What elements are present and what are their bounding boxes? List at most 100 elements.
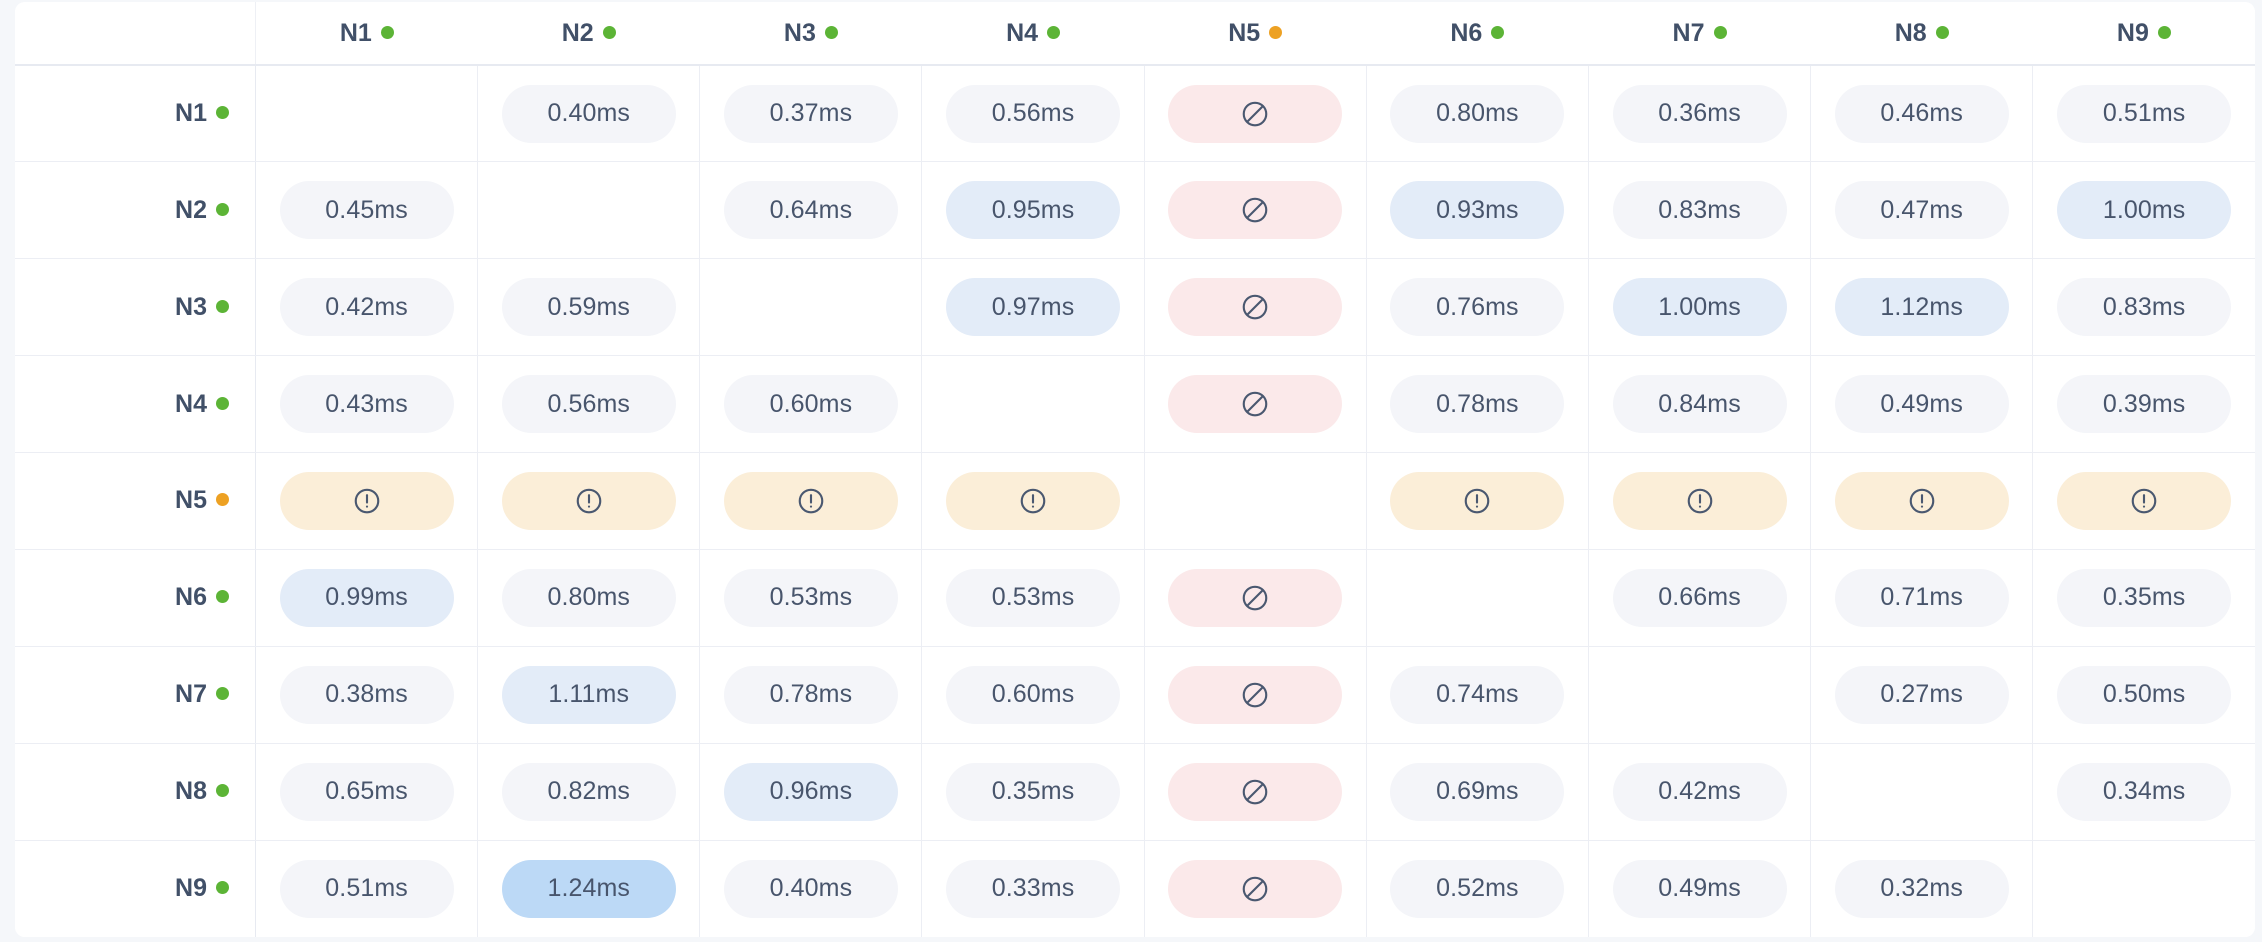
matrix-cell-degraded[interactable] xyxy=(699,452,923,550)
matrix-cell-latency[interactable]: 0.99ms xyxy=(255,549,479,647)
matrix-cell-blocked[interactable] xyxy=(1144,840,1367,937)
matrix-cell-latency[interactable]: 0.84ms xyxy=(1588,355,1812,453)
matrix-cell-latency[interactable]: 0.52ms xyxy=(1366,840,1589,937)
matrix-cell-degraded[interactable] xyxy=(921,452,1145,550)
matrix-cell-latency[interactable]: 0.46ms xyxy=(1810,65,2034,163)
matrix-cell-degraded[interactable] xyxy=(1588,452,1812,550)
matrix-cell-blocked[interactable] xyxy=(1144,355,1367,453)
column-header-n1[interactable]: N1 xyxy=(255,2,478,66)
status-dot-icon xyxy=(380,25,394,39)
row-header-n7[interactable]: N7 xyxy=(15,646,256,744)
column-header-n7[interactable]: N7 xyxy=(1588,2,1811,66)
row-header-n8[interactable]: N8 xyxy=(15,743,256,841)
matrix-cell-latency[interactable]: 0.83ms xyxy=(1588,161,1812,260)
matrix-cell-latency[interactable]: 0.64ms xyxy=(699,161,923,260)
matrix-cell-latency[interactable]: 0.37ms xyxy=(699,65,923,163)
matrix-cell-latency[interactable]: 0.53ms xyxy=(921,549,1145,647)
matrix-cell-latency[interactable]: 0.40ms xyxy=(477,65,701,163)
matrix-cell-latency[interactable]: 0.35ms xyxy=(921,743,1145,841)
matrix-cell-latency[interactable]: 0.71ms xyxy=(1810,549,2034,647)
matrix-cell-degraded[interactable] xyxy=(255,452,479,550)
matrix-cell-latency[interactable]: 0.32ms xyxy=(1810,840,2034,937)
matrix-cell-latency[interactable]: 0.33ms xyxy=(921,840,1145,937)
matrix-cell-latency[interactable]: 1.00ms xyxy=(1588,258,1812,357)
matrix-cell-latency[interactable]: 0.60ms xyxy=(699,355,923,453)
matrix-cell-latency[interactable]: 0.36ms xyxy=(1588,65,1812,163)
matrix-cell-latency[interactable]: 0.66ms xyxy=(1588,549,1812,647)
matrix-cell-latency[interactable]: 0.49ms xyxy=(1810,355,2034,453)
latency-pill: 0.35ms xyxy=(946,762,1121,821)
matrix-cell-latency[interactable]: 1.24ms xyxy=(477,840,701,937)
matrix-cell-blocked[interactable] xyxy=(1144,743,1367,841)
matrix-cell-latency[interactable]: 0.56ms xyxy=(921,65,1145,163)
row-header-n6[interactable]: N6 xyxy=(15,549,256,647)
matrix-cell-latency[interactable]: 0.97ms xyxy=(921,258,1145,357)
latency-pill: 0.36ms xyxy=(1612,84,1787,143)
matrix-cell-degraded[interactable] xyxy=(477,452,701,550)
matrix-cell-latency[interactable]: 0.35ms xyxy=(2032,549,2255,647)
matrix-cell-latency[interactable]: 0.82ms xyxy=(477,743,701,841)
matrix-cell-latency[interactable]: 1.00ms xyxy=(2032,161,2255,260)
matrix-cell-degraded[interactable] xyxy=(1810,452,2034,550)
matrix-cell-latency[interactable]: 1.11ms xyxy=(477,646,701,744)
row-header-label: N2 xyxy=(175,195,207,224)
matrix-cell-latency[interactable]: 0.45ms xyxy=(255,161,479,260)
column-header-n9[interactable]: N9 xyxy=(2032,2,2255,66)
matrix-cell-latency[interactable]: 0.51ms xyxy=(255,840,479,937)
matrix-cell-latency[interactable]: 0.47ms xyxy=(1810,161,2034,260)
row-header-n3[interactable]: N3 xyxy=(15,258,256,357)
matrix-cell-blocked[interactable] xyxy=(1144,258,1367,357)
matrix-cell-blocked[interactable] xyxy=(1144,646,1367,744)
matrix-cell-latency[interactable]: 0.51ms xyxy=(2032,65,2255,163)
matrix-cell-blocked[interactable] xyxy=(1144,65,1367,163)
matrix-cell-latency[interactable]: 0.80ms xyxy=(477,549,701,647)
matrix-cell-latency[interactable]: 0.56ms xyxy=(477,355,701,453)
matrix-cell-latency[interactable]: 0.39ms xyxy=(2032,355,2255,453)
matrix-cell-latency[interactable]: 0.43ms xyxy=(255,355,479,453)
matrix-cell-latency[interactable]: 0.53ms xyxy=(699,549,923,647)
column-header-n5[interactable]: N5 xyxy=(1144,2,1367,66)
matrix-cell-latency[interactable]: 0.96ms xyxy=(699,743,923,841)
matrix-cell-latency[interactable]: 0.69ms xyxy=(1366,743,1589,841)
matrix-cell-latency[interactable]: 0.80ms xyxy=(1366,65,1589,163)
matrix-cell-latency[interactable]: 0.34ms xyxy=(2032,743,2255,841)
row-header-n4[interactable]: N4 xyxy=(15,355,256,453)
status-dot-icon xyxy=(216,493,229,507)
matrix-cell-latency[interactable]: 0.49ms xyxy=(1588,840,1812,937)
matrix-row: N3 0.42ms 0.59ms 0.97ms 0.76ms 1.00ms 1.12ms 0.… xyxy=(15,258,2255,357)
column-header-n6[interactable]: N6 xyxy=(1366,2,1589,66)
matrix-cell-self xyxy=(699,258,923,357)
row-header-n5[interactable]: N5 xyxy=(15,452,256,550)
matrix-cell-degraded[interactable] xyxy=(2032,452,2255,550)
matrix-cell-blocked[interactable] xyxy=(1144,161,1367,260)
matrix-cell-latency[interactable]: 0.27ms xyxy=(1810,646,2034,744)
matrix-cell-latency[interactable]: 0.60ms xyxy=(921,646,1145,744)
column-header-n8[interactable]: N8 xyxy=(1810,2,2033,66)
matrix-cell-latency[interactable]: 1.12ms xyxy=(1810,258,2034,357)
matrix-cell-self xyxy=(255,65,479,163)
matrix-cell-latency[interactable]: 0.76ms xyxy=(1366,258,1589,357)
exclamation-circle-icon xyxy=(798,488,824,514)
matrix-cell-latency[interactable]: 0.59ms xyxy=(477,258,701,357)
matrix-cell-latency[interactable]: 0.78ms xyxy=(699,646,923,744)
matrix-cell-blocked[interactable] xyxy=(1144,549,1367,647)
matrix-cell-latency[interactable]: 0.40ms xyxy=(699,840,923,937)
column-header-n3[interactable]: N3 xyxy=(699,2,922,66)
matrix-cell-latency[interactable]: 0.65ms xyxy=(255,743,479,841)
matrix-cell-latency[interactable]: 0.38ms xyxy=(255,646,479,744)
matrix-cell-latency[interactable]: 0.95ms xyxy=(921,161,1145,260)
row-header-n1[interactable]: N1 xyxy=(15,65,256,163)
column-header-n2[interactable]: N2 xyxy=(477,2,700,66)
exclamation-circle-icon xyxy=(576,488,602,514)
row-header-n2[interactable]: N2 xyxy=(15,161,256,260)
matrix-cell-latency[interactable]: 0.78ms xyxy=(1366,355,1589,453)
row-header-n9[interactable]: N9 xyxy=(15,840,256,937)
column-header-n4[interactable]: N4 xyxy=(921,2,1145,66)
matrix-cell-latency[interactable]: 0.42ms xyxy=(1588,743,1812,841)
matrix-cell-latency[interactable]: 0.83ms xyxy=(2032,258,2255,357)
matrix-cell-latency[interactable]: 0.93ms xyxy=(1366,161,1589,260)
matrix-cell-latency[interactable]: 0.74ms xyxy=(1366,646,1589,744)
matrix-cell-latency[interactable]: 0.42ms xyxy=(255,258,479,357)
matrix-cell-latency[interactable]: 0.50ms xyxy=(2032,646,2255,744)
matrix-cell-degraded[interactable] xyxy=(1366,452,1589,550)
